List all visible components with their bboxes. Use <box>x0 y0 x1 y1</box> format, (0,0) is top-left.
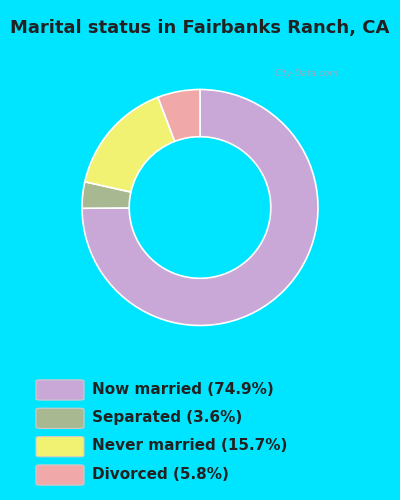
Wedge shape <box>82 90 318 326</box>
Text: City-Data.com: City-Data.com <box>275 69 339 78</box>
Text: Now married (74.9%): Now married (74.9%) <box>92 382 274 397</box>
FancyBboxPatch shape <box>36 436 84 457</box>
Wedge shape <box>82 182 131 208</box>
FancyBboxPatch shape <box>36 408 84 428</box>
FancyBboxPatch shape <box>36 380 84 400</box>
Wedge shape <box>85 97 175 192</box>
Text: Divorced (5.8%): Divorced (5.8%) <box>92 467 229 482</box>
FancyBboxPatch shape <box>36 465 84 485</box>
Text: Never married (15.7%): Never married (15.7%) <box>92 438 287 454</box>
Wedge shape <box>158 90 200 142</box>
Text: Separated (3.6%): Separated (3.6%) <box>92 410 242 425</box>
Text: Marital status in Fairbanks Ranch, CA: Marital status in Fairbanks Ranch, CA <box>10 18 390 36</box>
